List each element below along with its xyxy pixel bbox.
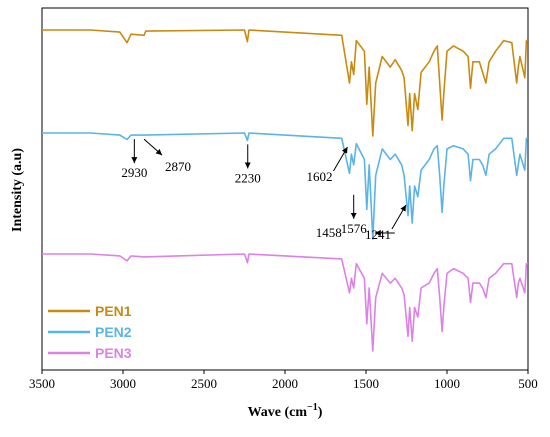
y-axis-title: Intensity (a.u) <box>10 148 25 232</box>
annotation-arrow <box>391 204 407 230</box>
x-tick-label: 1500 <box>353 376 379 391</box>
legend: PEN1 PEN2 PEN3 <box>48 303 132 361</box>
x-axis-title: Wave (cm−1) <box>248 402 323 420</box>
x-tick-label: 2500 <box>191 376 217 391</box>
annotation-arrow <box>143 138 163 156</box>
annotation-label: 1602 <box>306 169 332 184</box>
series-line-pen2 <box>42 132 528 240</box>
annotation-label: 1576 <box>341 221 368 236</box>
legend-label: PEN1 <box>95 303 132 319</box>
series-layer <box>42 29 528 352</box>
annotation-label: 1458 <box>316 225 342 240</box>
x-axis-title-sup: −1 <box>307 402 318 413</box>
legend-label: PEN2 <box>95 324 132 340</box>
x-tick-label: 2000 <box>272 376 298 391</box>
x-axis-title-end: ) <box>318 405 323 420</box>
series-line-pen1 <box>42 29 528 137</box>
series-line-pen3 <box>42 253 528 352</box>
x-axis: 3500 3000 2500 2000 1500 1000 500 <box>29 370 538 391</box>
annotation-label: 1241 <box>365 227 391 242</box>
x-tick-label: 3000 <box>110 376 136 391</box>
annotation-arrow <box>333 146 348 172</box>
x-tick-label: 500 <box>518 376 538 391</box>
x-axis-title-text: Wave (cm <box>248 405 308 420</box>
annotation-label: 2930 <box>121 165 147 180</box>
annotation-label: 2230 <box>235 170 261 185</box>
legend-label: PEN3 <box>95 345 132 361</box>
annotation-label: 2870 <box>165 159 191 174</box>
x-tick-label: 3500 <box>29 376 55 391</box>
x-tick-label: 1000 <box>434 376 460 391</box>
